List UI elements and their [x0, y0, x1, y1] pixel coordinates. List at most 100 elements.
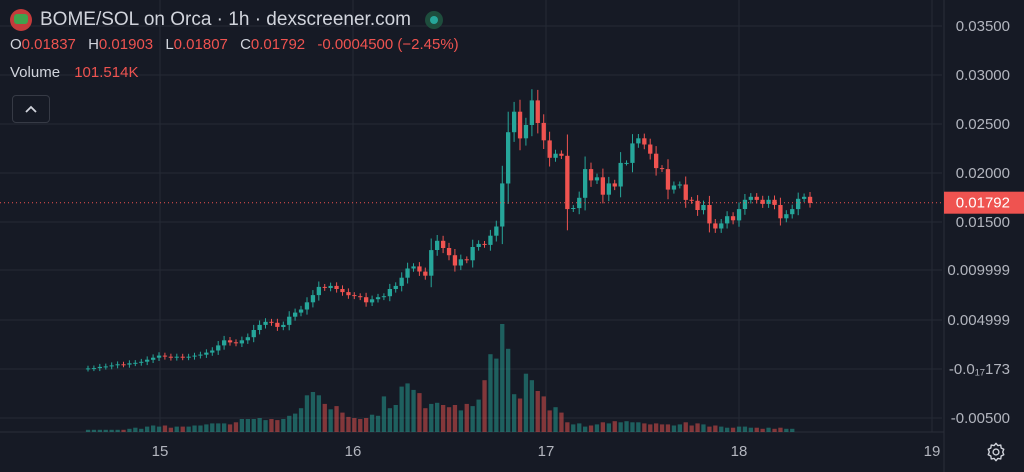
candle-body [435, 240, 440, 250]
candle-body [612, 183, 617, 187]
chart-settings-button[interactable] [984, 440, 1008, 464]
candle-body [600, 177, 605, 195]
candle-body [677, 184, 682, 186]
candle-body [156, 355, 162, 358]
volume-bar [275, 420, 280, 432]
volume-bar [180, 426, 185, 432]
candle-body [695, 200, 700, 210]
candle-body [97, 366, 102, 369]
candle-body [287, 316, 292, 325]
volume-bar [446, 407, 452, 432]
live-dot-icon [425, 11, 443, 29]
volume-bar [470, 406, 475, 432]
candle-body [304, 302, 310, 310]
candle-body [742, 199, 748, 209]
candle-body [512, 111, 517, 133]
volume-bar [725, 427, 730, 432]
candle-body [476, 243, 481, 247]
volume-bar [618, 422, 623, 432]
candle-body [642, 138, 647, 145]
volume-bar [198, 425, 203, 432]
y-tick-label: -0.0₁₇173 [949, 361, 1010, 378]
volume-bar [210, 423, 215, 432]
volume-bar [754, 427, 759, 432]
volume-bar [535, 391, 540, 432]
candle-body [470, 247, 475, 261]
volume-bar [227, 424, 233, 432]
volume-bar [257, 418, 262, 432]
volume-bar [677, 424, 682, 432]
price-change: -0.0004500 (−2.45%) [317, 36, 459, 53]
volume-bar [399, 386, 404, 432]
volume-bar [328, 409, 333, 432]
volume-bar [583, 426, 588, 432]
candle-body [778, 205, 783, 219]
candle-body [393, 285, 398, 289]
volume-bar [233, 422, 239, 432]
volume-bar [559, 412, 564, 432]
volume-bar [222, 423, 227, 432]
candle-body [618, 162, 623, 187]
candle-body [648, 144, 653, 154]
candle-body [364, 297, 369, 303]
volume-bar [85, 429, 91, 432]
candle-body [91, 368, 97, 370]
chevron-up-icon [25, 105, 37, 113]
volume-bar [127, 428, 132, 432]
candle-body [186, 356, 191, 358]
volume-bar [766, 427, 771, 432]
volume-bar [441, 405, 446, 432]
candle-body [387, 289, 392, 297]
candle-body [133, 362, 138, 364]
volume-bar [139, 428, 144, 432]
candle-body [293, 312, 298, 317]
candle-body [340, 289, 345, 293]
candle-body [689, 199, 694, 201]
candle-body [239, 340, 244, 344]
candle-body [352, 295, 357, 297]
candle-body [227, 340, 233, 343]
candle-body [719, 223, 724, 229]
candle-body [730, 216, 736, 221]
last-price-badge [944, 191, 1024, 214]
candle-body [121, 364, 126, 366]
x-tick-label: 19 [924, 443, 941, 460]
candle-body [127, 363, 132, 365]
candle-body [381, 296, 387, 298]
candle-body [488, 235, 493, 245]
candle-body [251, 330, 256, 338]
volume-bar [115, 429, 120, 432]
candle-body [594, 177, 600, 181]
candle-body [358, 296, 363, 298]
volume-bar [239, 419, 244, 432]
volume-bar [316, 395, 321, 432]
volume-bar [748, 427, 753, 432]
volume-bar [192, 425, 197, 432]
candle-body [553, 153, 558, 158]
volume-bar [133, 427, 138, 432]
candle-body [458, 259, 463, 266]
volume-bar [512, 394, 517, 432]
candle-body [298, 309, 304, 313]
volume-bar [156, 426, 162, 432]
candle-body [452, 255, 458, 266]
candle-body [766, 199, 771, 204]
volume-bar [464, 403, 469, 432]
volume-bar [630, 422, 635, 432]
candle-body [748, 196, 753, 200]
volume-bar [352, 418, 357, 432]
volume-bar [310, 392, 316, 432]
candle-body [405, 268, 410, 278]
volume-bar [730, 427, 736, 432]
collapse-legend-button[interactable] [12, 95, 50, 123]
candle-body [624, 162, 629, 164]
candle-body [517, 111, 523, 139]
y-tick-label: -0.00500 [951, 410, 1010, 427]
y-tick-label: 0.009999 [947, 262, 1010, 279]
volume-bar [168, 427, 173, 432]
x-tick-label: 15 [152, 443, 169, 460]
candle-body [500, 183, 505, 227]
y-tick-label: 0.02500 [956, 116, 1010, 133]
candle-body [559, 153, 564, 156]
